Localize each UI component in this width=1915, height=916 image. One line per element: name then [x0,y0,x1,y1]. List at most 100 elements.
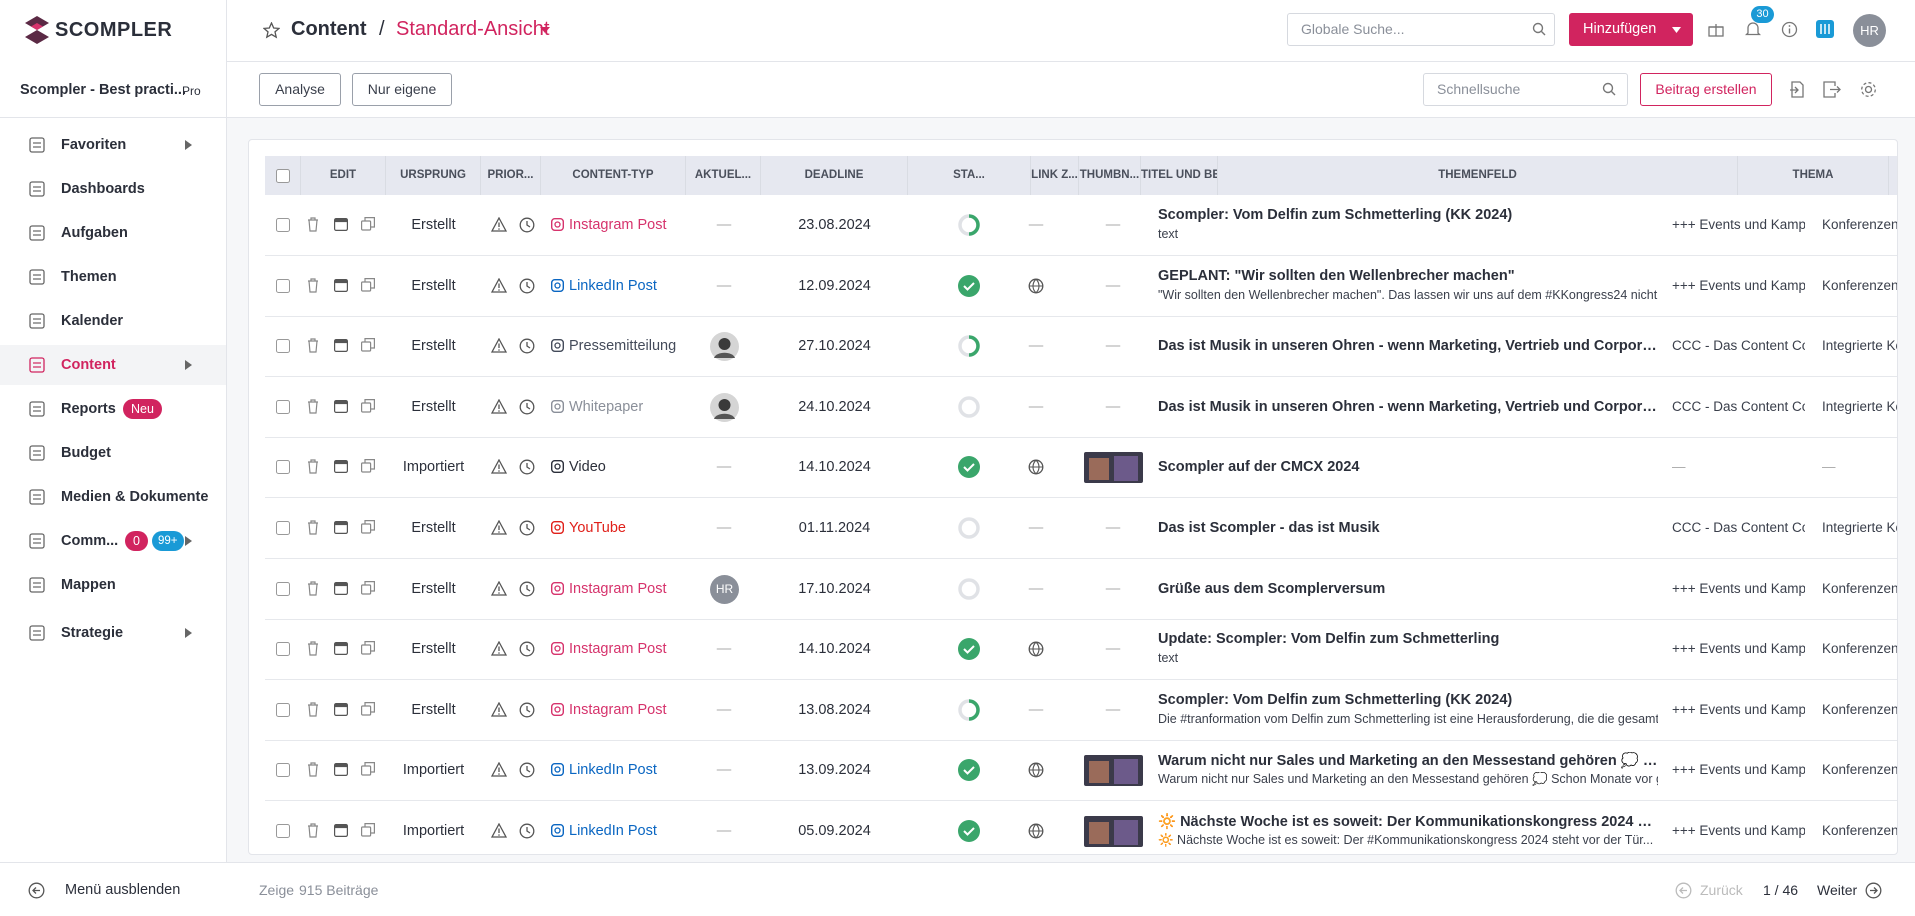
copy-icon[interactable] [361,762,375,776]
open-icon[interactable] [334,702,348,716]
delete-icon[interactable] [307,762,319,777]
menu-item[interactable]: Content [0,345,226,385]
copy-icon[interactable] [361,217,375,231]
table-row[interactable]: Erstellt Instagram Post — 23.08.2024 — — Scomp… [265,195,1897,256]
open-icon[interactable] [334,521,348,534]
priority-icon[interactable] [491,762,507,778]
content-type[interactable]: YouTube [569,520,626,536]
priority-icon[interactable] [491,580,507,596]
open-icon[interactable] [334,642,348,656]
priority-icon[interactable] [491,641,507,656]
time-icon[interactable] [519,338,535,354]
link-icon[interactable] [1028,459,1044,475]
priority-icon[interactable] [491,459,507,475]
priority-icon[interactable] [491,823,507,838]
column-header[interactable]: THUMBN... [1079,156,1141,195]
hide-menu[interactable]: Menü ausblenden [65,882,181,898]
export-icon[interactable] [1823,81,1841,98]
link-icon[interactable] [1028,641,1044,657]
delete-icon[interactable] [307,702,319,717]
column-header[interactable]: THEMA [1738,156,1889,195]
table-row[interactable]: Importiert LinkedIn Post — 05.09.2024 🔆 Näch… [265,801,1897,854]
copy-icon[interactable] [361,641,375,655]
delete-icon[interactable] [307,338,319,353]
menu-item[interactable]: Dashboards [0,169,226,209]
copy-icon[interactable] [361,701,375,716]
delete-icon[interactable] [307,217,319,232]
link-icon[interactable] [1028,278,1044,294]
title[interactable]: Das ist Musik in unseren Ohren - wenn Ma… [1158,398,1658,415]
content-type[interactable]: Whitepaper [569,398,644,415]
title[interactable]: GEPLANT: "Wir sollten den Wellenbrecher … [1158,267,1515,284]
column-header[interactable]: CONTENT-TYP [541,156,686,195]
open-icon[interactable] [334,581,348,595]
time-icon[interactable] [519,823,535,839]
delete-icon[interactable] [307,277,319,293]
copy-icon[interactable] [361,520,375,534]
content-type[interactable]: Pressemitteilung [569,338,677,355]
checkbox[interactable] [276,169,290,183]
title[interactable]: 🔆 Nächste Woche ist es soweit: Der Kommu… [1158,814,1658,830]
info-icon[interactable] [1781,21,1798,38]
open-icon[interactable] [334,278,348,292]
gift-icon[interactable] [1708,21,1724,37]
column-header[interactable]: THEMENFELD [1218,156,1738,195]
priority-icon[interactable] [491,338,507,353]
checkbox[interactable] [276,702,290,717]
column-header[interactable]: STA... [908,156,1031,195]
content-type[interactable]: LinkedIn Post [569,762,657,779]
open-icon[interactable] [334,763,348,777]
bell-icon[interactable] [1745,21,1761,38]
table-row[interactable]: Erstellt Instagram Post — 14.10.2024 — Update… [265,619,1897,681]
prev-button[interactable]: Zurück [1700,882,1743,898]
checkbox[interactable] [276,521,290,535]
delete-icon[interactable] [307,459,319,474]
copy-icon[interactable] [361,459,375,473]
time-icon[interactable] [519,399,535,415]
content-type[interactable]: Video [569,459,606,476]
menu-item[interactable]: Budget [0,433,226,473]
time-icon[interactable] [519,581,535,597]
menu-item[interactable]: Reports Neu [0,389,226,429]
time-icon[interactable] [519,520,535,536]
delete-icon[interactable] [307,823,319,838]
link-icon[interactable] [1028,762,1044,778]
table-row[interactable]: Erstellt Instagram Post — 13.08.2024 — — Scomp… [265,680,1897,741]
priority-icon[interactable] [491,701,507,717]
quick-search[interactable]: Schnellsuche [1423,73,1628,106]
menu-item[interactable]: Favoriten [0,125,226,165]
breadcrumb[interactable]: Content [291,18,367,40]
table-row[interactable]: Importiert LinkedIn Post — 13.09.2024 Warum … [265,740,1897,802]
column-header[interactable]: TITEL UND BESCHREIBUNG [1141,156,1218,195]
copy-icon[interactable] [361,398,375,413]
checkbox[interactable] [276,218,290,232]
content-type[interactable]: Instagram Post [569,217,667,233]
menu-item[interactable]: Kalender [0,301,226,341]
checkbox[interactable] [276,581,290,596]
star-icon[interactable] [263,22,280,39]
analyse-button[interactable]: Analyse [259,73,341,106]
title[interactable]: Warum nicht nur Sales und Marketing an d… [1158,753,1658,770]
time-icon[interactable] [519,641,535,657]
copy-icon[interactable] [361,823,375,837]
time-icon[interactable] [519,278,535,294]
title[interactable]: Das ist Scompler - das ist Musik [1158,520,1380,536]
column-header[interactable]: LINK Z... [1031,156,1079,195]
table-row[interactable]: Importiert Video — 14.10.2024 Scompler auf d… [265,437,1897,499]
next-button[interactable]: Weiter [1817,882,1858,898]
column-header[interactable]: URSPRUNG [386,156,481,195]
priority-icon[interactable] [491,217,507,232]
own-button[interactable]: Nur eigene [352,73,452,106]
delete-icon[interactable] [307,520,319,535]
content-type[interactable]: LinkedIn Post [569,823,657,839]
content-type[interactable]: Instagram Post [569,580,667,597]
time-icon[interactable] [519,459,535,475]
checkbox[interactable] [276,278,290,293]
copy-icon[interactable] [361,338,375,352]
delete-icon[interactable] [307,641,319,656]
copy-icon[interactable] [361,277,375,292]
content-type[interactable]: LinkedIn Post [569,277,657,294]
open-icon[interactable] [334,824,348,837]
priority-icon[interactable] [491,520,507,535]
checkbox[interactable] [276,642,290,657]
